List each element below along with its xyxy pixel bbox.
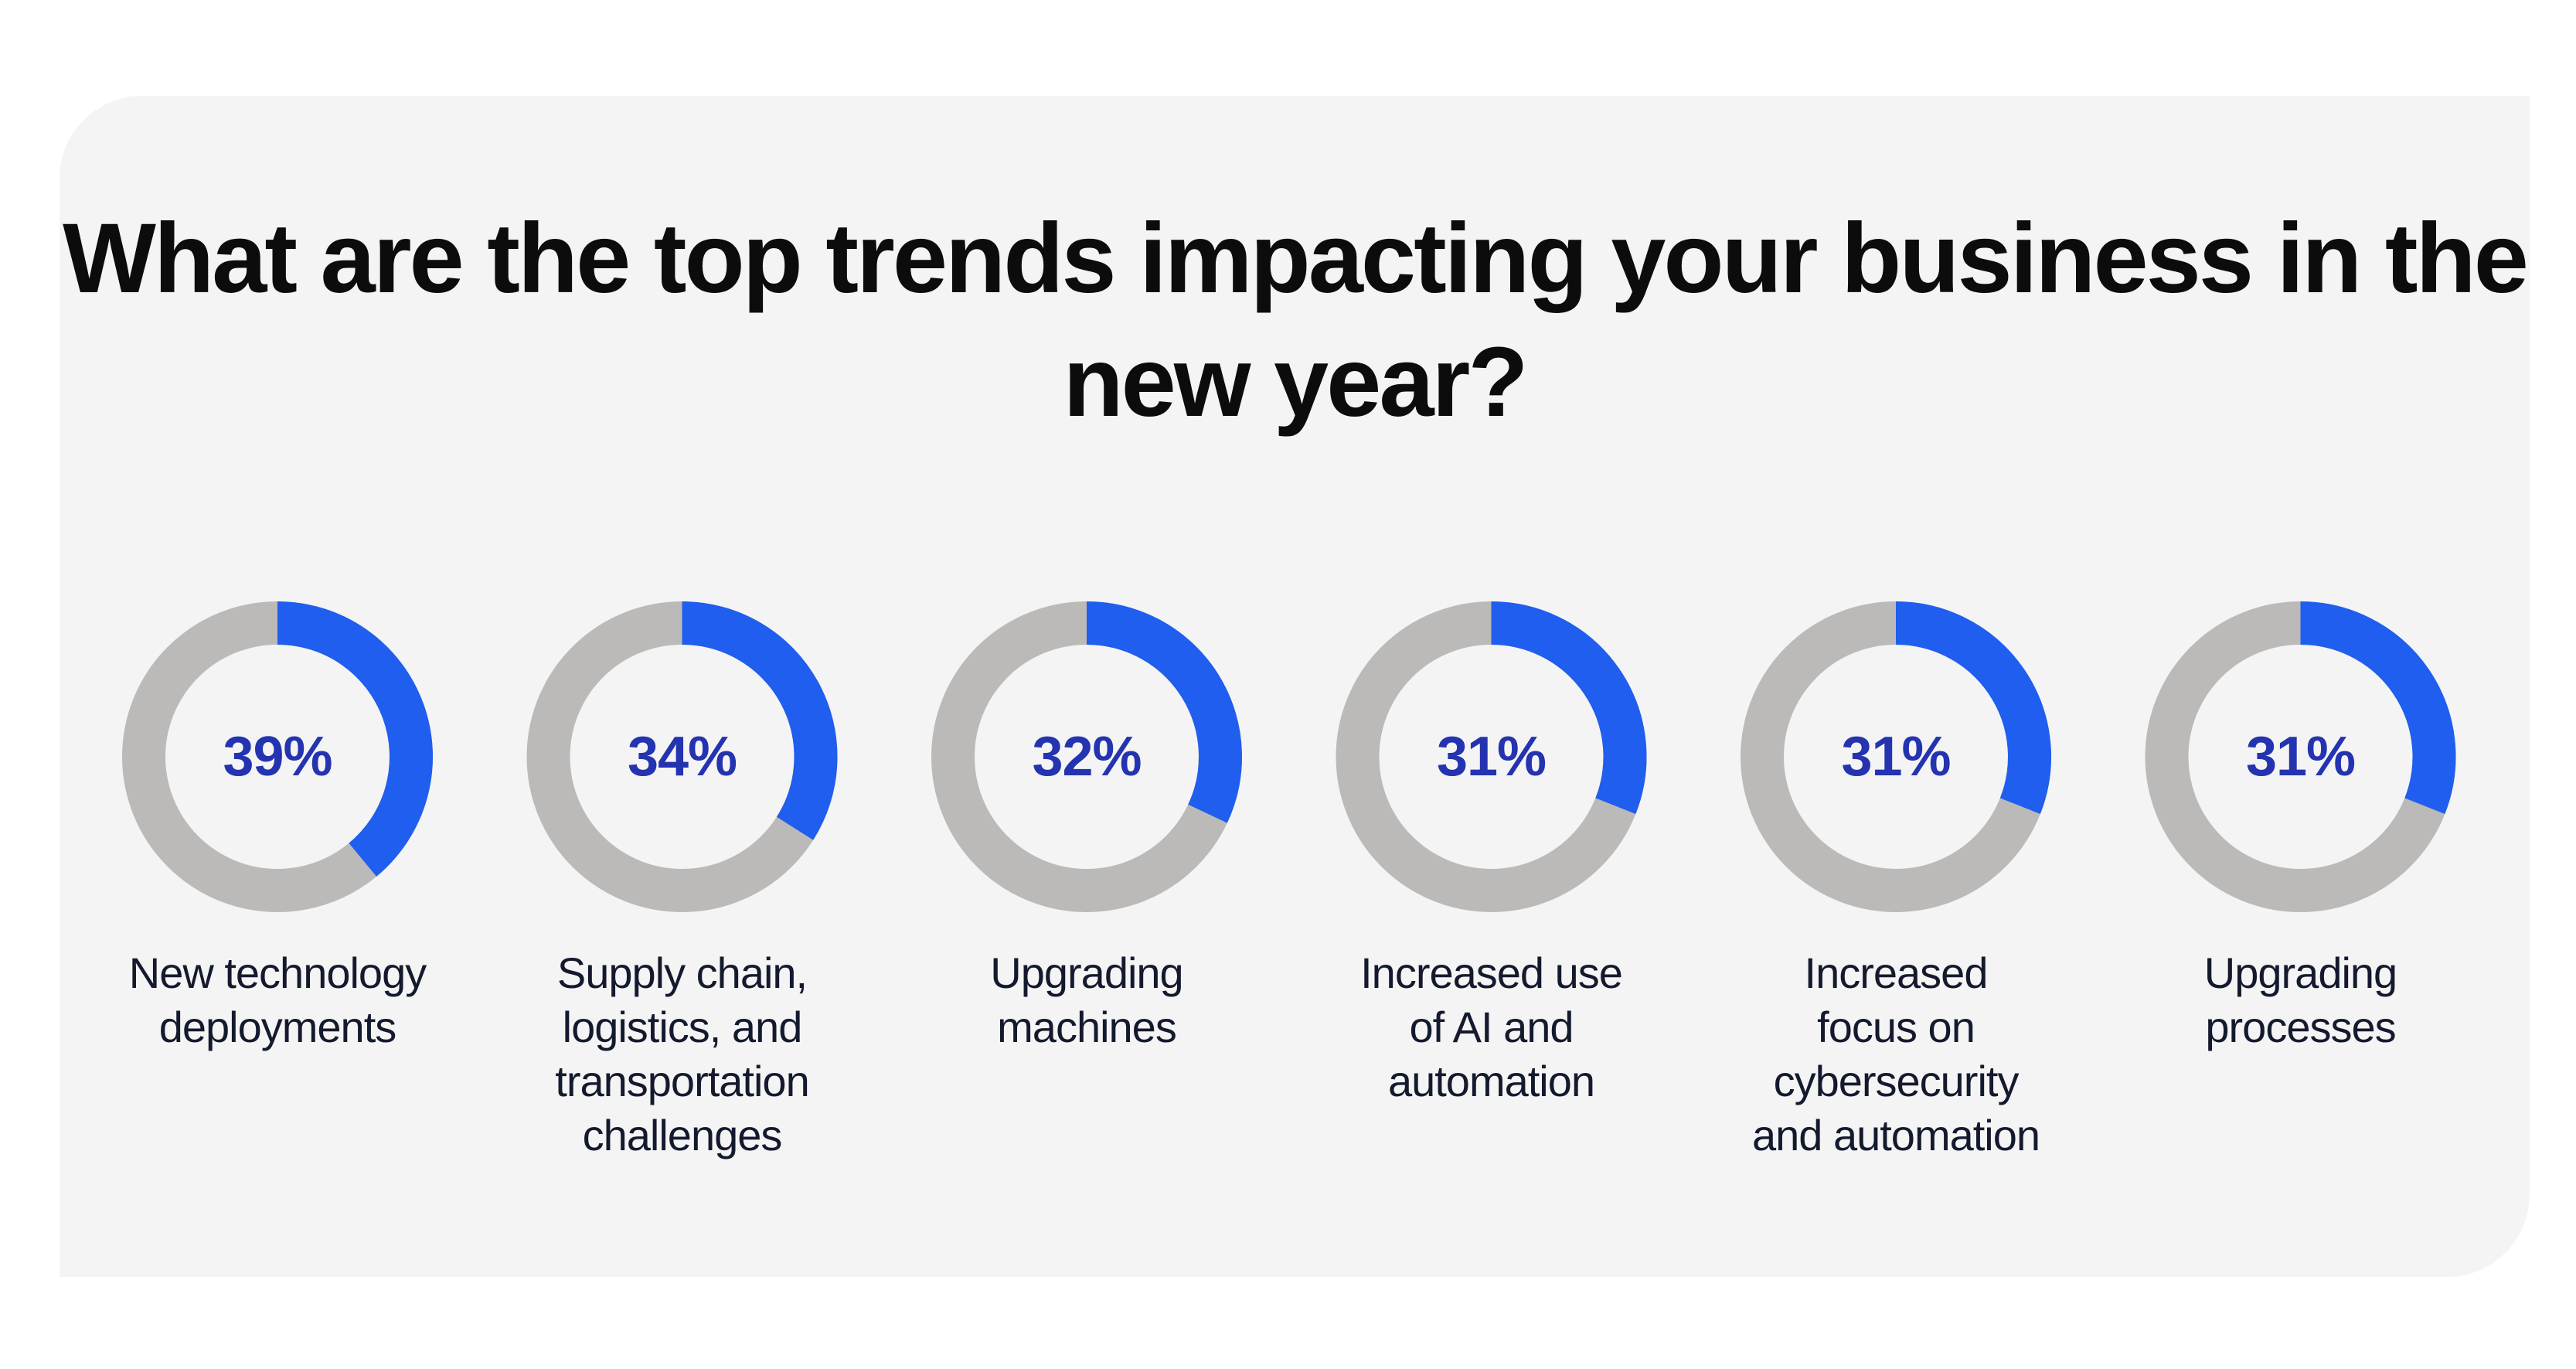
- donut-value-arc: [1490, 601, 1647, 814]
- donut-6: [2145, 601, 2456, 912]
- donut-value-arc: [1895, 601, 2051, 814]
- donut-4: [1336, 601, 1647, 912]
- category-label-line: of AI and: [1409, 1003, 1574, 1051]
- donut-value-arc: [2299, 601, 2456, 814]
- donut-value-arc: [1086, 601, 1242, 823]
- category-label-line: and automation: [1751, 1111, 2040, 1160]
- donut-3: [931, 601, 1242, 912]
- category-label-line: logistics, and: [562, 1003, 803, 1051]
- category-label: Upgrading machines: [901, 946, 1272, 1054]
- category-label-line: deployments: [158, 1003, 397, 1051]
- category-label-line: Increased use: [1360, 948, 1623, 997]
- category-label-line: Supply chain,: [556, 948, 808, 997]
- chart-card: [60, 96, 2530, 1277]
- value-label: 31%: [1436, 726, 1547, 788]
- category-label-line: machines: [997, 1003, 1177, 1051]
- donut-value-arc: [681, 601, 838, 840]
- category-label-line: Upgrading: [990, 948, 1183, 997]
- donut-2: [526, 601, 838, 912]
- category-label-line: transportation: [555, 1057, 809, 1105]
- category-label-line: New technology: [128, 948, 427, 997]
- donut-5: [1741, 601, 2051, 912]
- category-label: Upgrading processes: [2115, 946, 2486, 1054]
- value-label: 31%: [2245, 726, 2356, 788]
- category-label-line: cybersecurity: [1773, 1057, 2020, 1105]
- donut-value-arc: [277, 601, 433, 877]
- category-label-line: Increased: [1804, 948, 1989, 997]
- category-label-line: automation: [1387, 1057, 1595, 1105]
- category-label-line: processes: [2205, 1003, 2396, 1051]
- category-label: Increased use of AI and automation: [1306, 946, 1677, 1108]
- category-label: Increased focus on cybersecurity and automa…: [1710, 946, 2081, 1163]
- value-label: 34%: [627, 726, 737, 788]
- category-label-line: Upgrading: [2203, 948, 2397, 997]
- chart-title: What are the top trends impacting your b…: [63, 203, 2529, 438]
- category-label-line: challenges: [582, 1111, 783, 1160]
- donut-1: [122, 601, 433, 912]
- category-label: Supply chain, logistics, and transportatio…: [497, 946, 868, 1163]
- value-label: 31%: [1841, 726, 1951, 788]
- value-label: 39%: [223, 726, 332, 788]
- category-label-line: focus on: [1817, 1003, 1975, 1051]
- value-label: 32%: [1032, 726, 1142, 788]
- category-label: New technology deployments: [92, 946, 463, 1054]
